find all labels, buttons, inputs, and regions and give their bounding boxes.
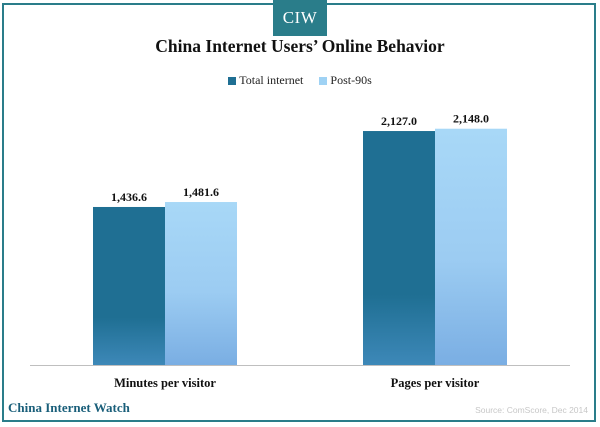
legend-swatch-post-90s bbox=[319, 76, 328, 85]
legend-item-total-internet: Total internet bbox=[228, 73, 303, 88]
source-note: Source: ComScore, Dec 2014 bbox=[475, 405, 588, 415]
footer-brand: China Internet Watch bbox=[8, 400, 130, 415]
legend-swatch-total-internet bbox=[228, 76, 237, 85]
bar-total-internet-0 bbox=[93, 206, 165, 365]
x-tick-label-0: Minutes per visitor bbox=[114, 376, 216, 390]
data-label-total-internet-1: 2,127.0 bbox=[381, 114, 417, 128]
bar-post-90s-0 bbox=[165, 202, 237, 365]
legend: Total internet Post-90s bbox=[0, 73, 600, 88]
legend-label-post-90s: Post-90s bbox=[330, 73, 372, 87]
chart-title: China Internet Users’ Online Behavior bbox=[155, 36, 445, 56]
data-label-total-internet-0: 1,436.6 bbox=[111, 190, 147, 204]
bar-post-90s-1 bbox=[435, 128, 507, 365]
x-tick-label-1: Pages per visitor bbox=[391, 376, 480, 390]
data-label-post-90s-0: 1,481.6 bbox=[183, 185, 219, 199]
bar-total-internet-1 bbox=[363, 131, 435, 365]
legend-label-total-internet: Total internet bbox=[239, 73, 304, 87]
data-label-post-90s-1: 2,148.0 bbox=[453, 112, 489, 126]
legend-item-post-90s: Post-90s bbox=[319, 73, 372, 88]
brand-badge: CIW bbox=[273, 0, 327, 36]
